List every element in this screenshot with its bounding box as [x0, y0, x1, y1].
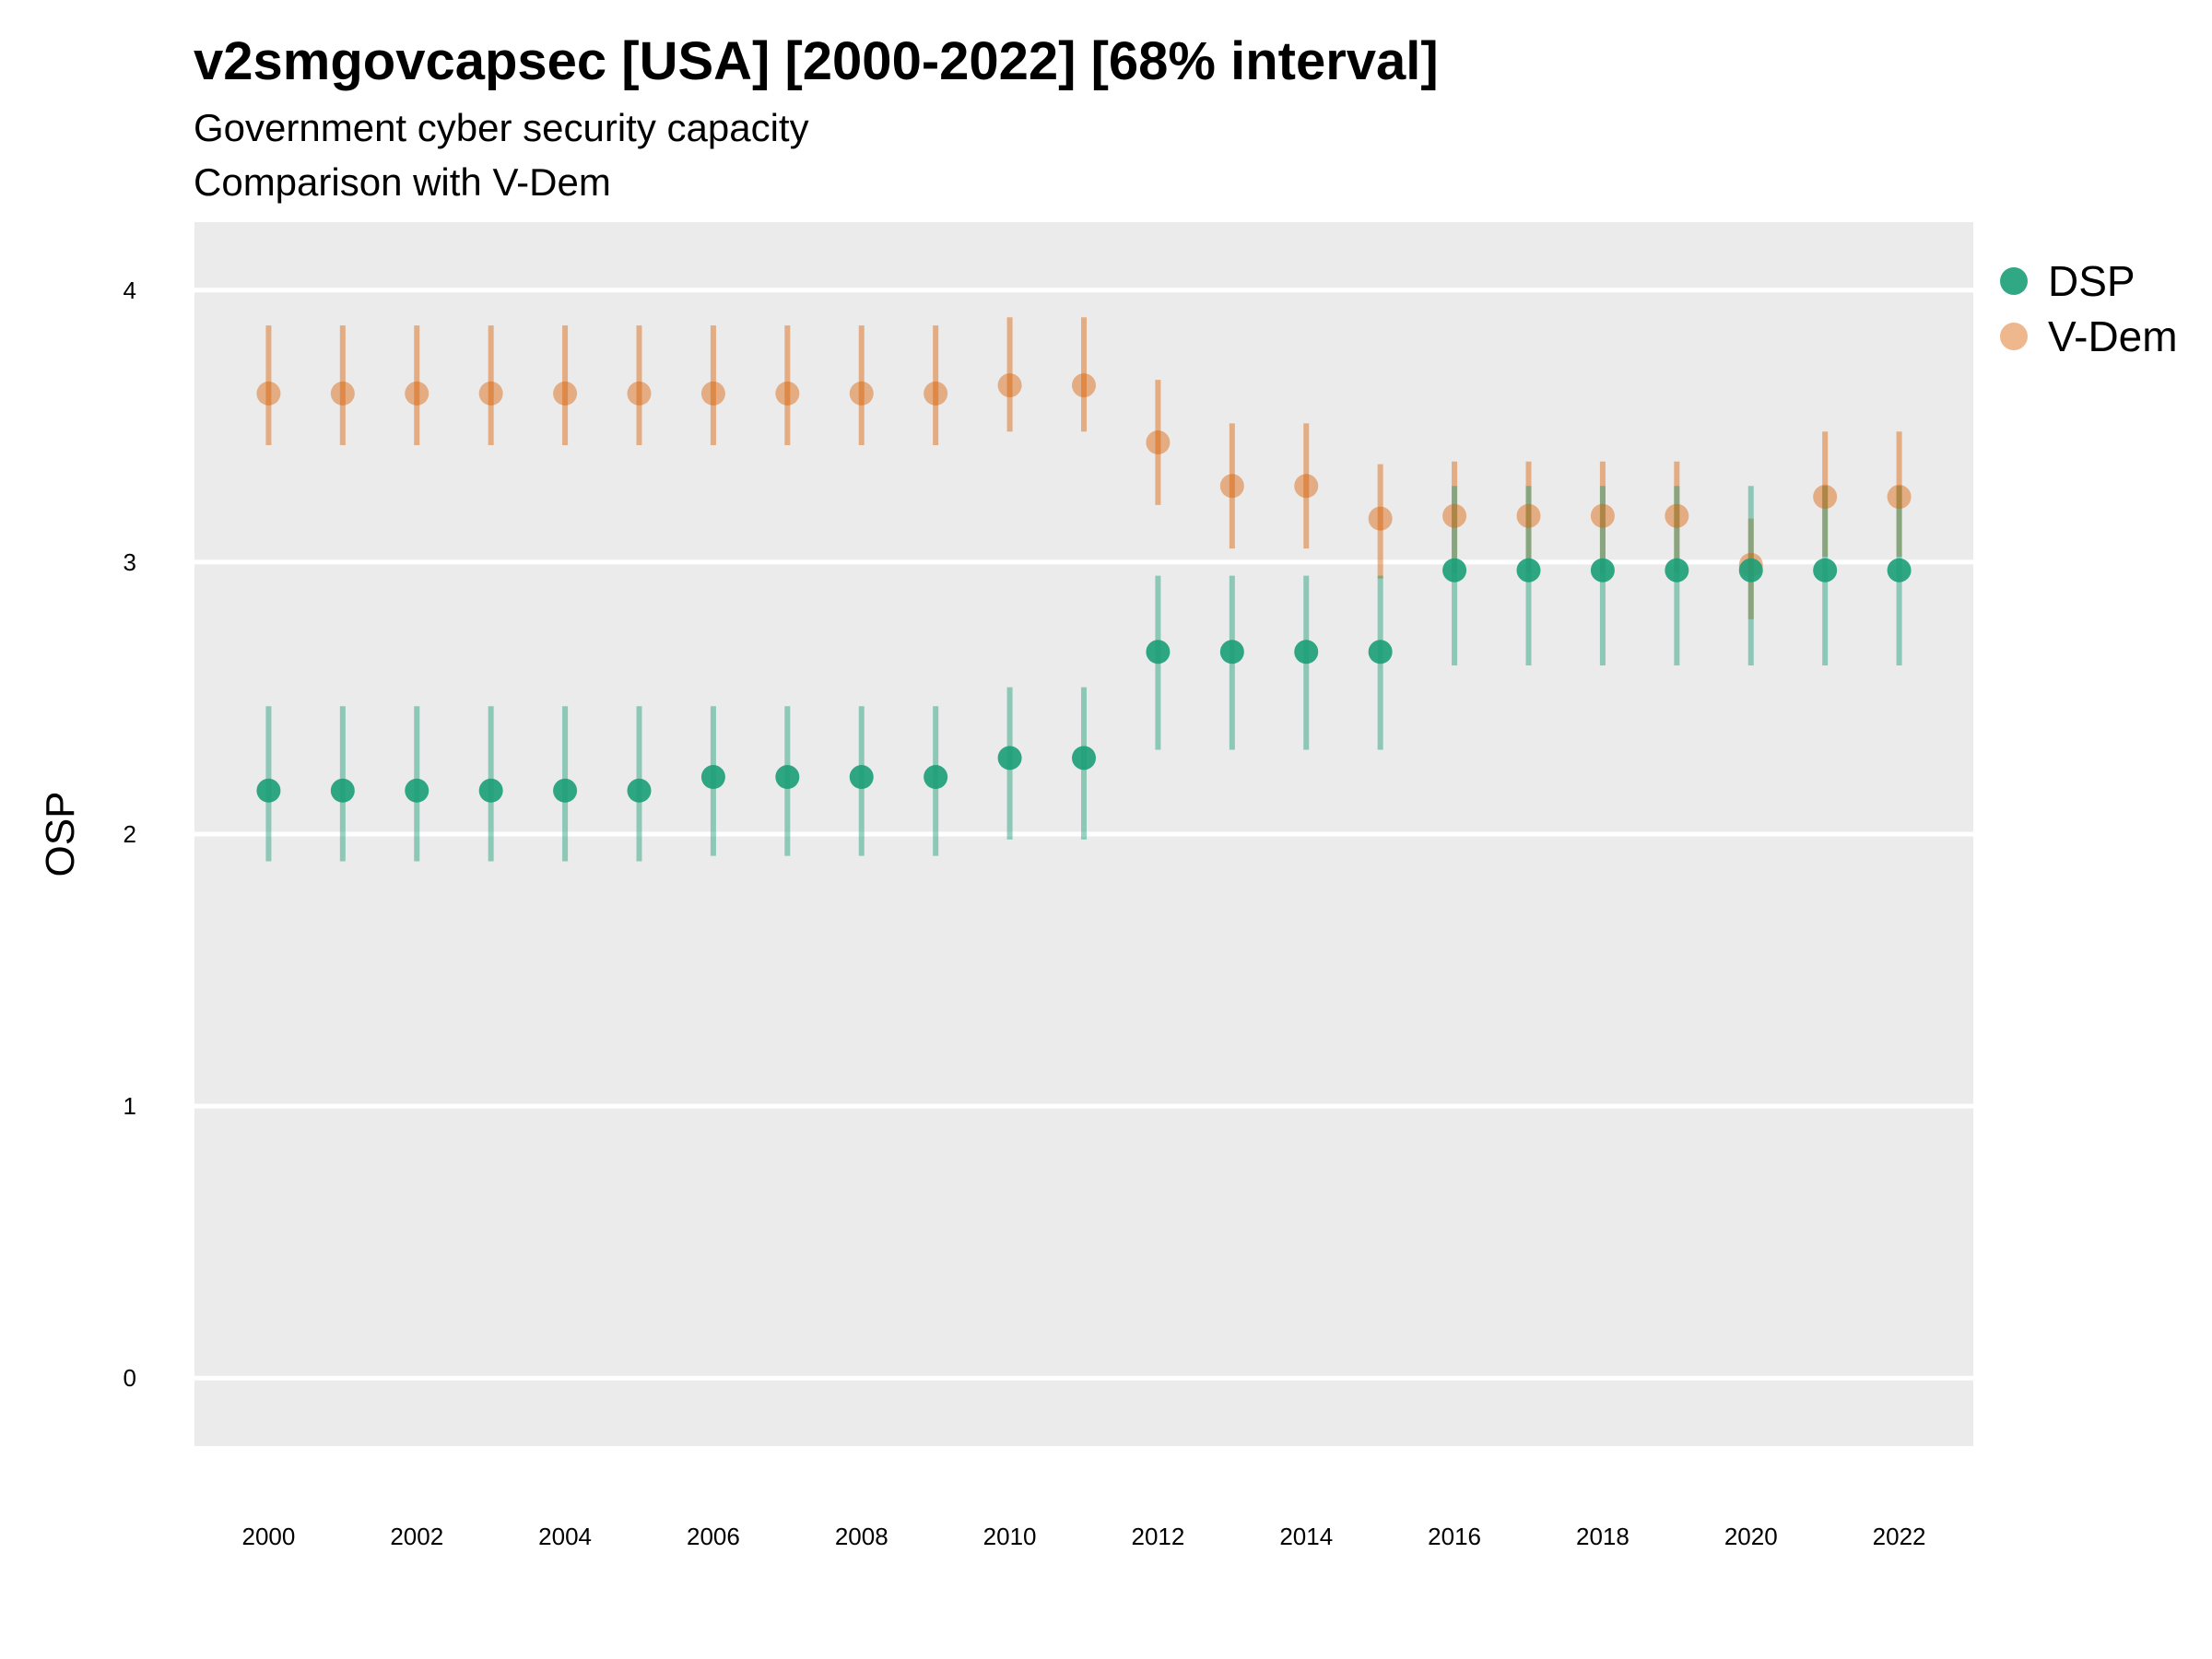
point-dsp-2006	[700, 765, 725, 790]
point-vdem-2010	[997, 373, 1022, 398]
point-vdem-2018	[1590, 503, 1615, 528]
x-tick-label-2010: 2010	[983, 1523, 1037, 1550]
point-dsp-2009	[924, 765, 948, 790]
y-tick-label-3: 3	[124, 548, 136, 576]
x-tick-label-2008: 2008	[835, 1523, 888, 1550]
point-dsp-2008	[849, 765, 874, 790]
legend-item-vdem: V-Dem	[2000, 309, 2178, 364]
point-vdem-2007	[775, 381, 800, 406]
point-dsp-2003	[478, 778, 503, 803]
data-points	[256, 373, 1912, 803]
point-dsp-2015	[1368, 640, 1393, 665]
y-tick-labels: 0 1 2 3 4	[124, 276, 136, 1392]
point-dsp-2004	[553, 778, 578, 803]
point-dsp-2007	[775, 765, 800, 790]
x-tick-label-2014: 2014	[1279, 1523, 1333, 1550]
legend-item-dsp: DSP	[2000, 253, 2178, 309]
point-vdem-2016	[1442, 503, 1467, 528]
y-tick-label-0: 0	[124, 1364, 136, 1392]
x-tick-label-2018: 2018	[1576, 1523, 1630, 1550]
y-axis-label: OSP	[38, 792, 83, 877]
y-tick-label-2: 2	[124, 820, 136, 848]
chart-subtitle: Government cyber security capacity	[194, 106, 809, 149]
point-vdem-2002	[405, 381, 429, 406]
chart-title: v2smgovcapsec [USA] [2000-2022] [68% int…	[194, 31, 1439, 91]
point-vdem-2013	[1219, 474, 1244, 499]
legend-label-dsp: DSP	[2048, 257, 2136, 305]
point-vdem-2006	[700, 381, 725, 406]
point-vdem-2019	[1665, 503, 1689, 528]
point-dsp-2017	[1516, 558, 1541, 582]
point-vdem-2005	[627, 381, 652, 406]
x-tick-label-2006: 2006	[687, 1523, 740, 1550]
point-dsp-2016	[1442, 558, 1467, 582]
point-dsp-2000	[256, 778, 281, 803]
point-dsp-2022	[1887, 558, 1912, 582]
point-vdem-2017	[1516, 503, 1541, 528]
legend-label-vdem: V-Dem	[2048, 312, 2178, 360]
point-dsp-2019	[1665, 558, 1689, 582]
point-vdem-2009	[924, 381, 948, 406]
point-vdem-2003	[478, 381, 503, 406]
point-vdem-2014	[1294, 474, 1319, 499]
point-dsp-2011	[1072, 746, 1096, 771]
point-dsp-2018	[1590, 558, 1615, 582]
point-dsp-2021	[1813, 558, 1838, 582]
point-vdem-2000	[256, 381, 281, 406]
point-dsp-2001	[330, 778, 355, 803]
point-vdem-2011	[1072, 373, 1096, 398]
point-vdem-2008	[849, 381, 874, 406]
x-tick-label-2020: 2020	[1724, 1523, 1778, 1550]
point-vdem-2001	[330, 381, 355, 406]
chart-subtitle-secondary: Comparison with V-Dem	[194, 160, 611, 204]
x-tick-label-2002: 2002	[390, 1523, 443, 1550]
point-vdem-2015	[1368, 506, 1393, 531]
point-dsp-2013	[1219, 640, 1244, 665]
point-dsp-2010	[997, 746, 1022, 771]
x-tick-labels: 2000 2002 2004 2006 2008 2010 2012 2014 2016 2018…	[241, 1523, 1925, 1550]
point-vdem-2004	[553, 381, 578, 406]
point-dsp-2012	[1146, 640, 1171, 665]
x-tick-label-2016: 2016	[1428, 1523, 1481, 1550]
point-dsp-2014	[1294, 640, 1319, 665]
x-tick-label-2004: 2004	[538, 1523, 592, 1550]
x-tick-label-2012: 2012	[1131, 1523, 1184, 1550]
x-tick-label-2000: 2000	[241, 1523, 295, 1550]
point-vdem-2022	[1887, 485, 1912, 510]
legend-key-vdem	[2000, 323, 2028, 350]
point-vdem-2021	[1813, 485, 1838, 510]
x-tick-label-2022: 2022	[1873, 1523, 1926, 1550]
point-dsp-2005	[627, 778, 652, 803]
y-tick-label-1: 1	[124, 1092, 136, 1120]
point-dsp-2020	[1738, 558, 1763, 582]
y-tick-label-4: 4	[124, 276, 136, 304]
point-vdem-2012	[1146, 430, 1171, 455]
grid-lines	[194, 288, 1973, 1381]
legend-key-dsp	[2000, 267, 2028, 295]
legend: DSP V-Dem	[2000, 253, 2178, 364]
point-dsp-2002	[405, 778, 429, 803]
